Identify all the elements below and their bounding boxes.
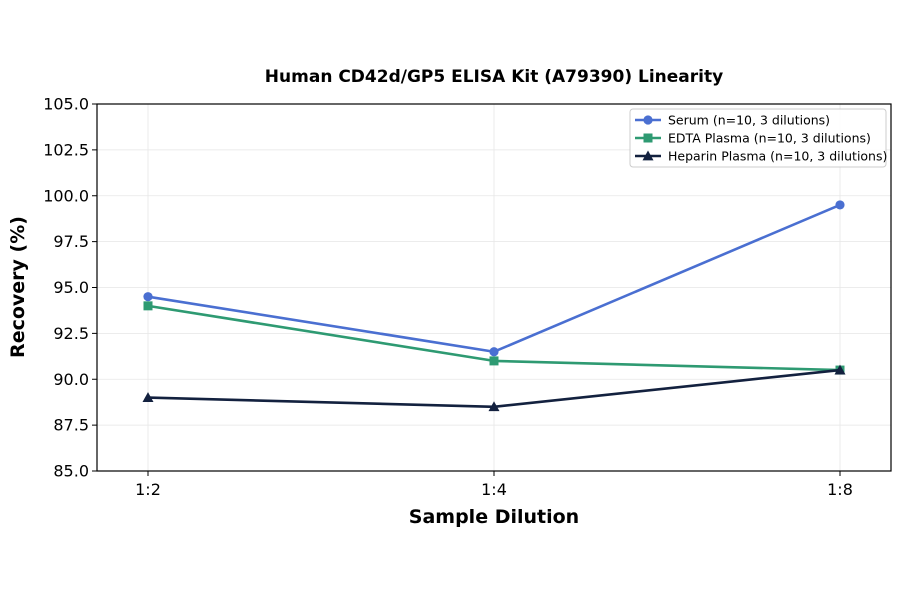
y-tick-label: 105.0 — [43, 95, 89, 114]
axis-ticks: 85.0 87.5 90.0 92.5 95.0 97.5 100.0 102.5 105.0 1… — [43, 95, 853, 500]
y-tick-label: 97.5 — [53, 232, 89, 251]
y-tick-label: 92.5 — [53, 324, 89, 343]
y-tick-label: 87.5 — [53, 416, 89, 435]
chart-title: Human CD42d/GP5 ELISA Kit (A79390) Linea… — [265, 67, 723, 87]
y-axis-label: Recovery (%) — [7, 216, 29, 358]
legend-item: EDTA Plasma (n=10, 3 dilutions) — [635, 131, 871, 146]
series-0 — [143, 200, 845, 357]
data-point — [489, 347, 499, 357]
series-layer — [142, 200, 846, 412]
x-tick-label: 1:2 — [135, 480, 161, 499]
x-axis-label: Sample Dilution — [409, 506, 579, 528]
data-point — [835, 200, 845, 210]
legend: Serum (n=10, 3 dilutions) EDTA Plasma (n=… — [629, 108, 887, 168]
legend-marker — [643, 115, 653, 125]
data-point — [143, 301, 153, 311]
legend-item: Heparin Plasma (n=10, 3 dilutions) — [635, 149, 887, 164]
legend-label: Serum (n=10, 3 dilutions) — [668, 113, 830, 128]
data-point — [143, 292, 153, 302]
legend-label: Heparin Plasma (n=10, 3 dilutions) — [668, 149, 887, 164]
data-point — [488, 401, 500, 412]
y-tick-label: 100.0 — [43, 186, 89, 205]
y-tick-label: 85.0 — [53, 462, 89, 481]
y-tick-label: 90.0 — [53, 370, 89, 389]
legend-item: Serum (n=10, 3 dilutions) — [635, 113, 830, 128]
y-tick-label: 95.0 — [53, 278, 89, 297]
data-point — [834, 364, 846, 375]
legend-label: EDTA Plasma (n=10, 3 dilutions) — [668, 131, 871, 146]
legend-marker — [643, 133, 653, 143]
x-tick-label: 1:4 — [481, 480, 507, 499]
legend-box — [629, 108, 887, 168]
data-point — [142, 392, 154, 402]
y-tick-label: 102.5 — [43, 140, 89, 159]
series-2 — [142, 364, 846, 412]
legend-marker — [642, 150, 654, 161]
data-point — [489, 356, 499, 366]
x-tick-label: 1:8 — [827, 480, 853, 499]
